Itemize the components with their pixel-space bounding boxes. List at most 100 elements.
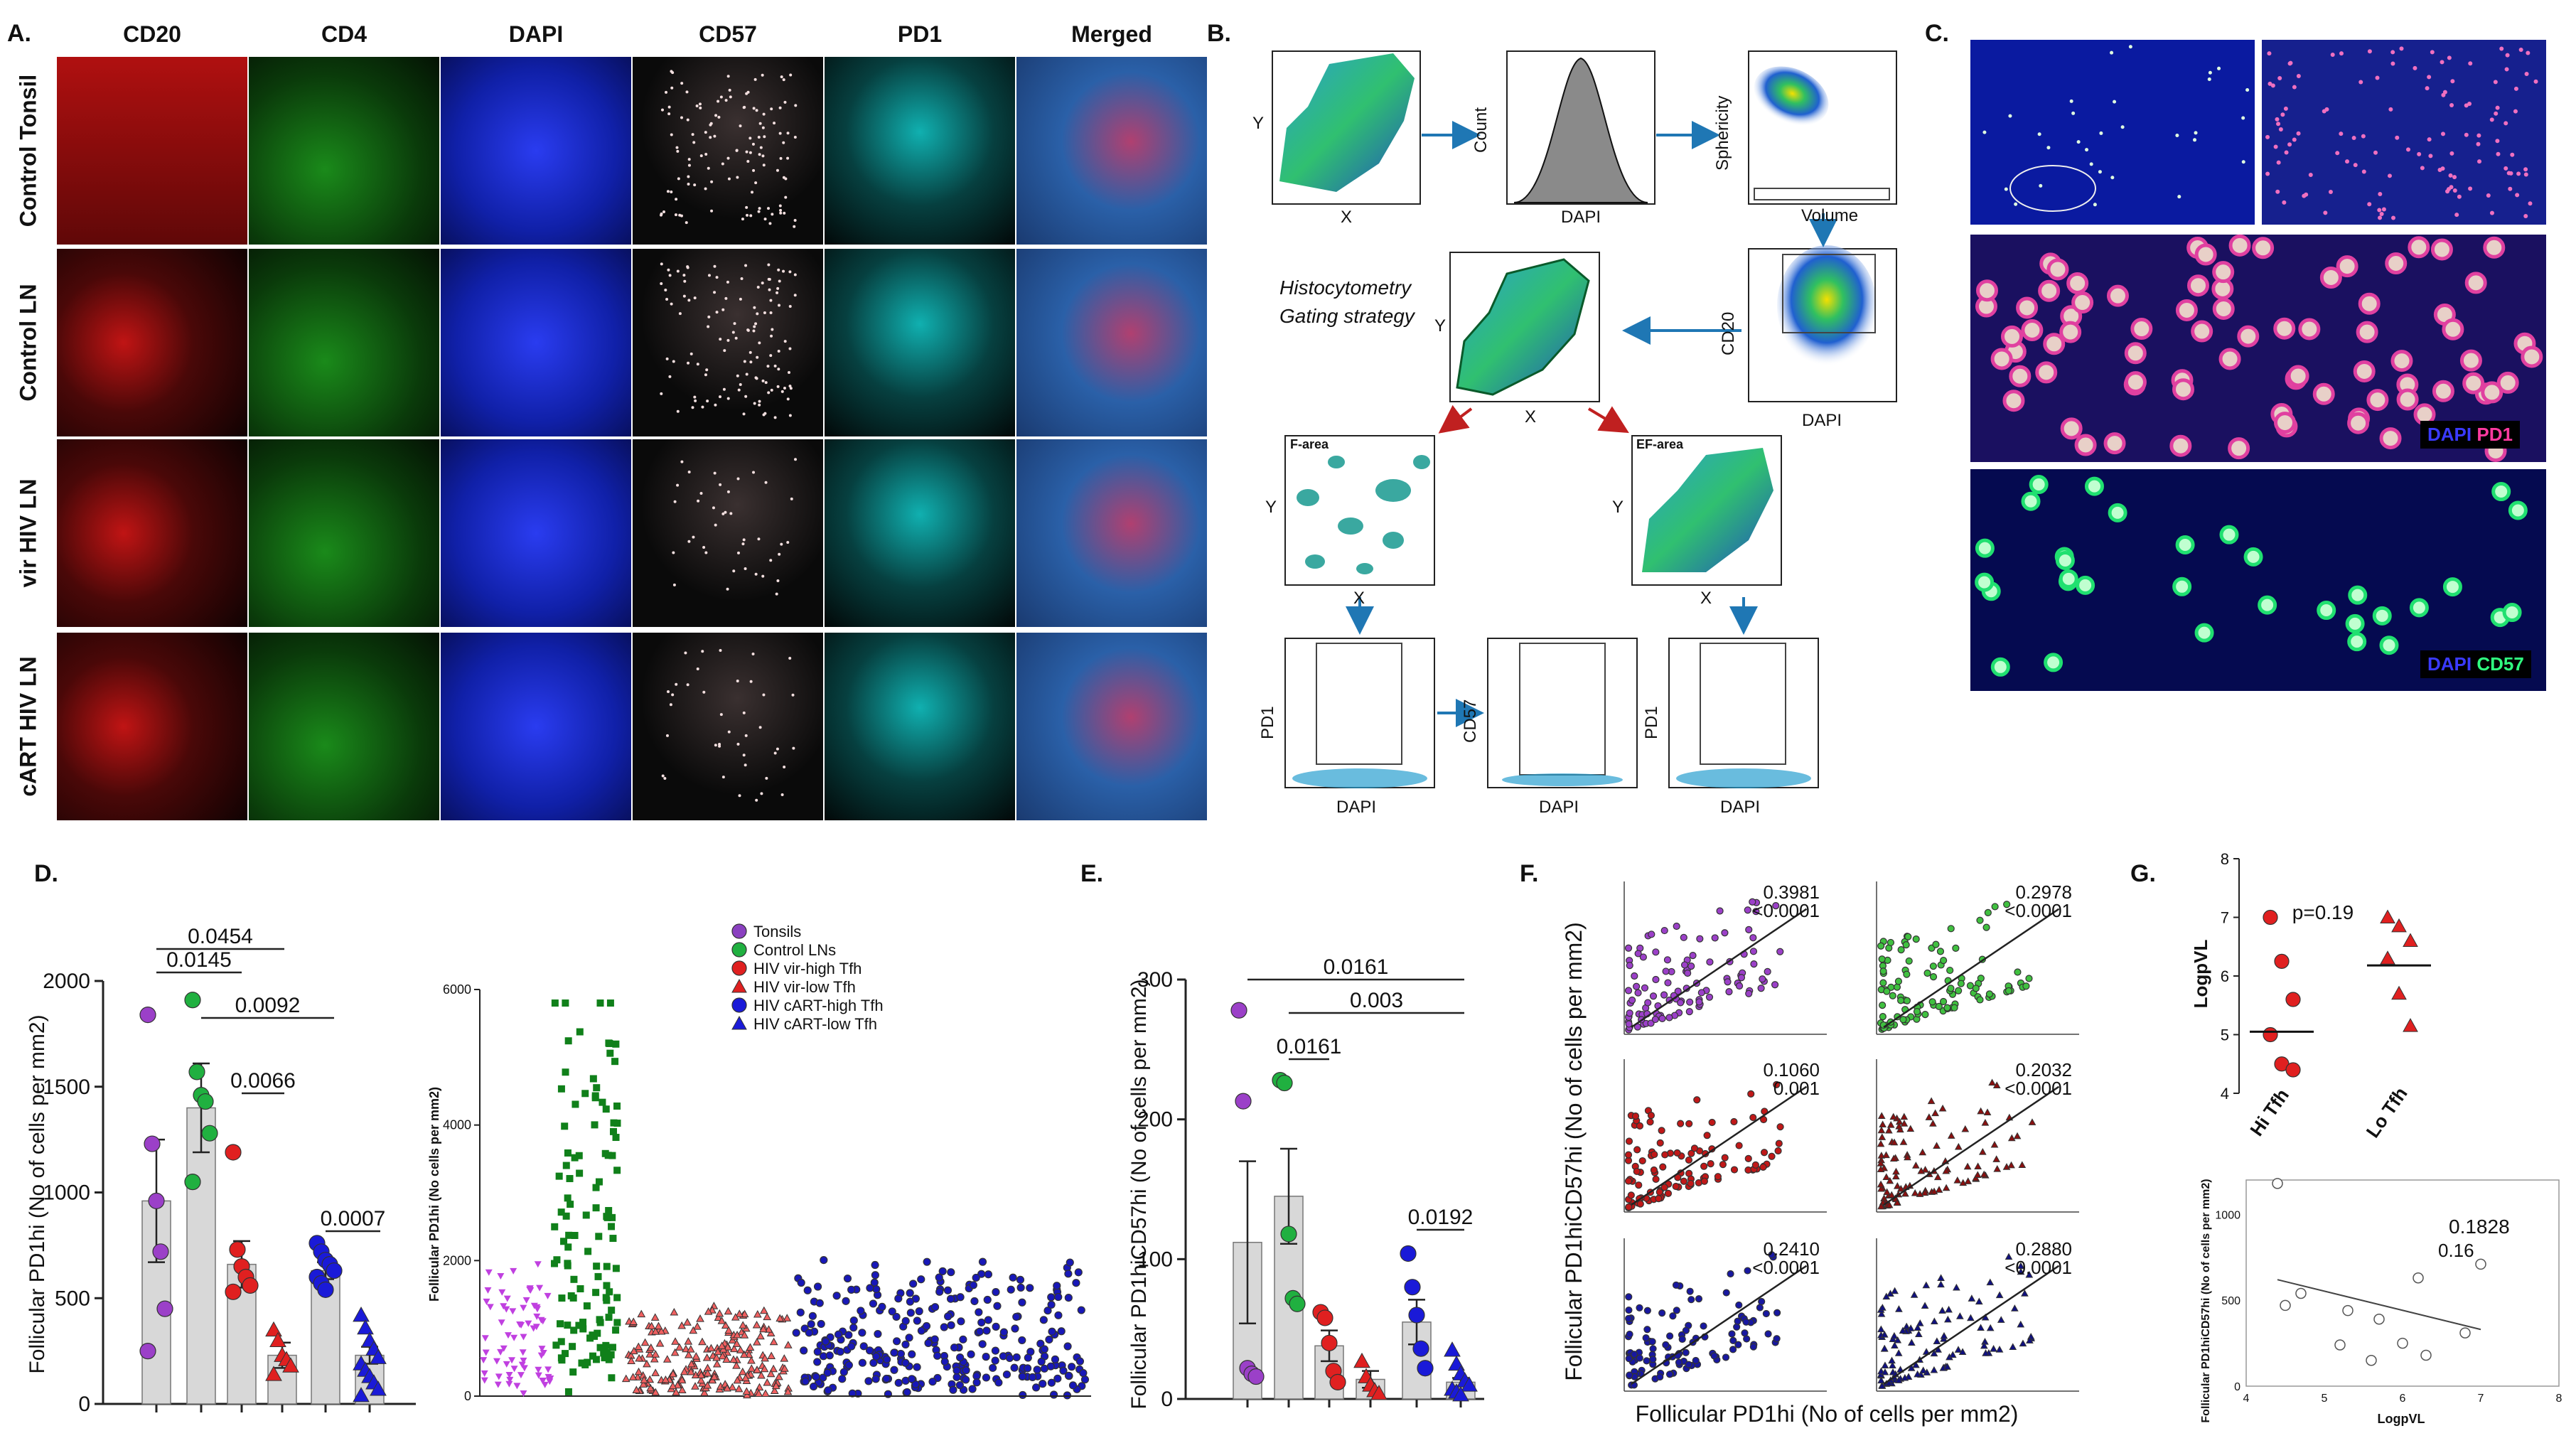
f-point: [1877, 1139, 1885, 1147]
f-point: [1935, 1002, 1943, 1010]
f-point: [1933, 1173, 1942, 1181]
d-right-point: [946, 1294, 955, 1303]
f-point: [1687, 1296, 1695, 1304]
f-point: [1937, 1274, 1945, 1281]
d-right-point: [520, 1390, 527, 1398]
f-point: [1672, 1182, 1680, 1191]
f-point: [1990, 1344, 1997, 1352]
f-point: [1648, 931, 1655, 938]
d-right-point: [801, 1377, 810, 1385]
f-point: [1762, 1309, 1770, 1318]
f-point: [1625, 1306, 1633, 1314]
d-right-point: [712, 1353, 721, 1361]
y-tick-label: 4000: [443, 1118, 471, 1132]
pvalue-label: 0.0161: [1324, 955, 1389, 979]
f-point: [1673, 922, 1680, 931]
f-point: [1695, 998, 1703, 1006]
f-point: [1911, 1162, 1920, 1169]
g-point: [2403, 1018, 2418, 1032]
d-right-point: [732, 1361, 741, 1369]
f-point: [1986, 1278, 1995, 1286]
f-point: [1673, 1149, 1681, 1157]
g-bottom-ylabel: Follicular PD1hiCD57hi (No of cells per …: [2200, 1179, 2212, 1422]
data-point: [1289, 1295, 1306, 1312]
d-right-point: [508, 1357, 516, 1364]
data-point: [353, 1387, 370, 1403]
f-point: [1658, 1309, 1666, 1317]
y-tick-label: 500: [55, 1287, 90, 1310]
f-point: [1936, 948, 1945, 955]
d-right-point: [576, 1285, 584, 1292]
d-right-point: [503, 1295, 511, 1302]
a-image-tile: [633, 57, 823, 245]
d-right-point: [570, 1326, 578, 1334]
d-right-point: [601, 1354, 608, 1362]
f-point: [1734, 1317, 1742, 1325]
d-right-point: [537, 1316, 545, 1324]
f-point: [1624, 944, 1633, 952]
f-point: [1636, 1122, 1644, 1130]
d-right-point: [857, 1307, 865, 1315]
d-right-point: [983, 1295, 992, 1304]
d-right-point: [593, 1262, 601, 1270]
data-point: [225, 1144, 242, 1161]
panel-label-e: E.: [1080, 860, 1104, 887]
data-point: [1452, 1386, 1469, 1402]
d-right-point: [603, 1262, 611, 1270]
f-point: [1625, 1293, 1633, 1301]
f-point: [1902, 941, 1910, 949]
legend-marker: [731, 960, 747, 976]
d-right-point: [595, 1233, 603, 1240]
d-right-point: [766, 1329, 776, 1336]
data-point: [326, 1262, 343, 1280]
f-point: [1918, 1148, 1927, 1156]
d-right-point: [700, 1388, 709, 1396]
d-right-point: [839, 1368, 848, 1376]
f-point: [1952, 944, 1960, 953]
d-right-point: [1066, 1258, 1074, 1267]
f-point: [1745, 990, 1753, 997]
f-point: [1724, 978, 1732, 986]
d-right-point: [1009, 1273, 1017, 1282]
f-point: [1935, 1186, 1943, 1193]
f-point: [1744, 1267, 1751, 1275]
f-point: [1995, 1291, 2004, 1299]
d-right-point: [1024, 1353, 1032, 1362]
d-right-point: [908, 1375, 916, 1383]
f-point: [1757, 985, 1765, 992]
d-right-point: [586, 1334, 594, 1342]
f-point: [1656, 1139, 1664, 1147]
f-regression-line: [1631, 1085, 1808, 1206]
d-right-point: [822, 1337, 830, 1346]
d-right-point: [608, 1223, 616, 1230]
d-right-point: [567, 1292, 575, 1299]
f-p-value: <0.0001: [2005, 900, 2072, 921]
data-point: [1461, 1376, 1478, 1392]
d-right-point: [1005, 1353, 1014, 1363]
f-point: [1707, 1160, 1714, 1168]
d-right-point: [589, 1075, 597, 1083]
d-right-point: [792, 1329, 800, 1337]
d-right-point: [809, 1382, 818, 1391]
b-label-dapi4: DAPI: [1539, 798, 1579, 817]
d-right-point: [602, 1341, 610, 1349]
d-right-point: [683, 1318, 692, 1326]
d-right-point: [970, 1297, 979, 1306]
f-point: [1968, 1294, 1976, 1302]
d-right-point: [532, 1324, 540, 1331]
f-point: [1912, 1361, 1920, 1368]
a-image-tile: [633, 439, 823, 627]
f-point: [1908, 1339, 1916, 1346]
d-right-point: [812, 1373, 820, 1381]
g-point: [2391, 918, 2407, 933]
f-point: [1977, 1324, 1985, 1331]
d-right-point: [571, 1100, 579, 1108]
d-right-point: [1016, 1275, 1025, 1284]
f-point: [1976, 916, 1984, 924]
f-point: [1729, 1336, 1737, 1344]
d-right-point: [575, 1321, 583, 1329]
d-right-point: [534, 1261, 542, 1268]
d-right-point: [697, 1371, 706, 1378]
f-point: [2017, 1262, 2025, 1270]
d-right-point: [847, 1285, 856, 1294]
